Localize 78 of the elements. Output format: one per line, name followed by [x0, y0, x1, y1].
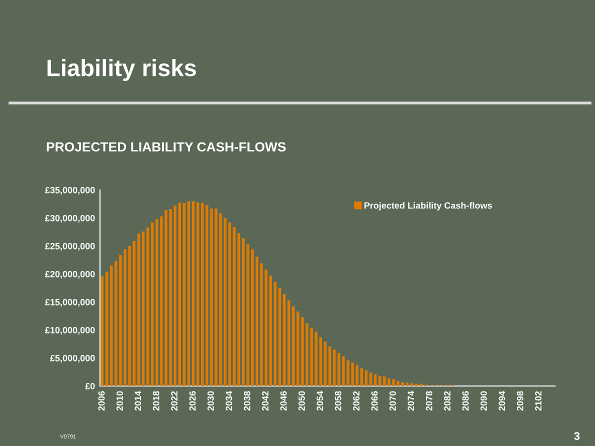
x-tick-label: 2066	[371, 391, 378, 411]
bar	[192, 201, 195, 386]
bar	[383, 376, 386, 386]
x-tick-label: 2090	[480, 391, 487, 411]
bar	[410, 383, 414, 386]
bar	[196, 202, 200, 386]
bar	[364, 370, 368, 386]
bar	[319, 337, 322, 386]
bar	[246, 244, 250, 386]
x-tick-label: 2058	[334, 391, 342, 411]
bar	[292, 306, 295, 386]
bar	[237, 233, 240, 386]
bar	[110, 266, 113, 386]
bar	[105, 272, 108, 386]
bar	[224, 218, 226, 386]
bar	[146, 228, 150, 386]
bar	[142, 231, 145, 386]
bar	[182, 202, 186, 386]
x-tick-label: 2038	[244, 391, 250, 411]
y-tick-label: £35,000,000	[45, 186, 95, 195]
x-tick-label: 2046	[280, 391, 287, 411]
y-tick-label: £15,000,000	[45, 298, 95, 307]
x-tick-label: 2086	[462, 391, 469, 411]
x-tick-label: 2050	[298, 391, 305, 411]
x-tick-label: 2062	[353, 391, 360, 411]
bar	[274, 282, 277, 386]
bar	[287, 300, 290, 386]
chart-subtitle: PROJECTED LIABILITY CASH-FLOWS	[46, 142, 286, 152]
bar	[369, 372, 372, 386]
x-tick-label: 2070	[390, 391, 396, 411]
bar	[328, 346, 332, 386]
y-tick-label: £10,000,000	[45, 326, 95, 335]
bar	[156, 219, 158, 386]
x-tick-label: 2006	[98, 391, 105, 411]
text: 3	[574, 432, 580, 440]
x-tick-label: 2014	[134, 390, 142, 411]
bar	[187, 201, 190, 386]
y-tick-label: £5,000,000	[50, 354, 95, 363]
x-tick-label: 2094	[498, 390, 506, 411]
bar	[374, 374, 377, 386]
bar	[338, 352, 340, 386]
bar	[324, 342, 327, 386]
y-tick-label: £0	[85, 382, 95, 390]
x-tick-label: 2102	[535, 391, 542, 411]
bar	[150, 222, 154, 386]
chart-title: Liability risks	[48, 58, 196, 82]
x-tick-label: 2026	[189, 391, 196, 411]
bar	[314, 332, 318, 386]
y-tick-label: £30,000,000	[45, 214, 95, 223]
x-tick-label: 2074	[408, 390, 414, 411]
bar	[378, 376, 382, 386]
legend-label: Projected Liability Cash-flows	[364, 202, 492, 210]
bar	[269, 276, 272, 386]
x-tick-label: 2022	[171, 391, 178, 411]
bar	[178, 202, 181, 386]
y-tick-label: £25,000,000	[45, 242, 95, 251]
bar	[232, 226, 236, 386]
x-tick-label: 2098	[516, 391, 524, 411]
x-tick-label: 2034	[226, 390, 232, 411]
bar	[100, 276, 104, 386]
bar	[132, 240, 136, 386]
bar	[137, 234, 140, 386]
x-tick-label: 2078	[426, 391, 432, 411]
x-tick-label: 2010	[116, 391, 123, 411]
bar	[201, 202, 204, 386]
bar	[278, 288, 282, 386]
x-tick-label: 2018	[152, 391, 160, 411]
bar	[332, 350, 336, 386]
x-tick-label: 2042	[262, 391, 268, 411]
bar	[228, 222, 232, 386]
bar	[242, 238, 245, 386]
y-tick-label: £20,000,000	[45, 270, 95, 279]
x-tick-label: 2054	[316, 390, 324, 411]
x-tick-label: 2030	[208, 391, 214, 411]
bar	[282, 294, 286, 386]
bar	[360, 368, 363, 386]
bar	[406, 382, 408, 386]
x-tick-label: 2082	[444, 391, 450, 411]
